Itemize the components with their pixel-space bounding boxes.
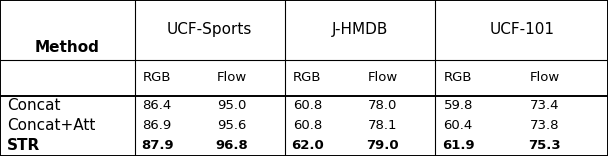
Text: Method: Method <box>35 40 100 56</box>
Text: RGB: RGB <box>293 71 322 84</box>
Text: 96.8: 96.8 <box>216 139 248 152</box>
Text: RGB: RGB <box>444 71 472 84</box>
Text: Concat: Concat <box>7 98 61 113</box>
Text: 86.9: 86.9 <box>142 119 172 132</box>
Text: Flow: Flow <box>368 71 398 84</box>
Text: 95.6: 95.6 <box>217 119 247 132</box>
Text: 60.8: 60.8 <box>292 119 322 132</box>
Text: 78.1: 78.1 <box>368 119 398 132</box>
Text: STR: STR <box>7 139 41 154</box>
Text: UCF-101: UCF-101 <box>489 22 554 37</box>
Text: Flow: Flow <box>217 71 247 84</box>
Text: RGB: RGB <box>143 71 171 84</box>
Text: 60.8: 60.8 <box>292 100 322 112</box>
Text: Concat+Att: Concat+Att <box>7 118 95 134</box>
Text: 60.4: 60.4 <box>443 119 473 132</box>
Text: 59.8: 59.8 <box>443 100 473 112</box>
Text: 73.8: 73.8 <box>530 119 559 132</box>
Text: 73.4: 73.4 <box>530 100 559 112</box>
Text: 79.0: 79.0 <box>367 139 399 152</box>
Text: 87.9: 87.9 <box>141 139 173 152</box>
Text: Flow: Flow <box>530 71 559 84</box>
Text: 86.4: 86.4 <box>142 100 172 112</box>
Text: 78.0: 78.0 <box>368 100 398 112</box>
Text: 61.9: 61.9 <box>442 139 474 152</box>
Text: J-HMDB: J-HMDB <box>332 22 388 37</box>
Text: UCF-Sports: UCF-Sports <box>167 22 252 37</box>
Text: 95.0: 95.0 <box>217 100 247 112</box>
Text: 62.0: 62.0 <box>291 139 323 152</box>
Text: 75.3: 75.3 <box>528 139 561 152</box>
